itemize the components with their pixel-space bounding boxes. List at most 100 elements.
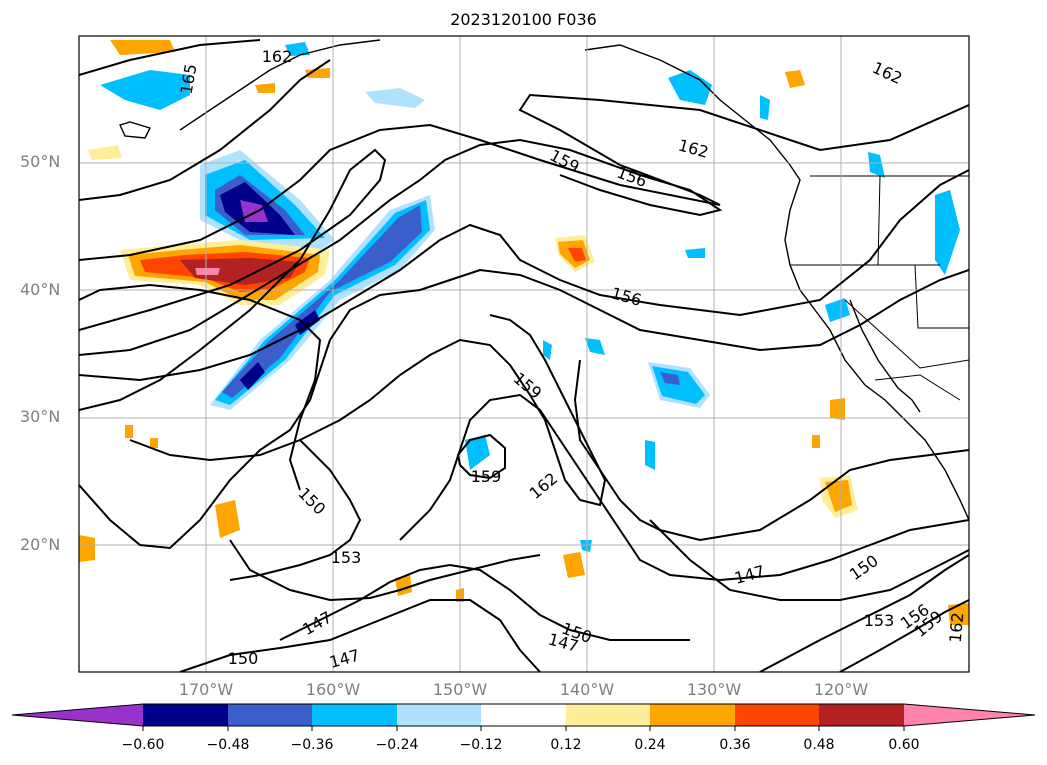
height-contours (79, 39, 969, 672)
colorbar-tick-label: −0.12 (459, 737, 503, 753)
colorbar-segment (312, 704, 397, 726)
border-state-3 (914, 264, 969, 329)
coastline-alaska (179, 39, 381, 131)
contour-line (399, 393, 969, 582)
shade-navy (240, 362, 265, 390)
shade-orange (563, 552, 585, 578)
colorbar-segment (650, 704, 735, 726)
shade-orangered (568, 248, 586, 262)
shade-deepsky (668, 70, 712, 105)
contour-line (79, 169, 969, 382)
shade-deepsky (543, 340, 552, 360)
colorbar-tick-label: −0.36 (290, 737, 334, 753)
shade-orange (215, 500, 240, 538)
colorbar-segment (735, 704, 819, 726)
lon-label-130w: 130°W (686, 680, 742, 699)
colorbar-tick-label: 0.60 (888, 737, 920, 753)
colorbar-outline (11, 703, 1036, 727)
map-title: 2023120100 F036 (450, 10, 597, 29)
shade-orange (255, 83, 275, 93)
contour-label: 159 (471, 467, 502, 486)
lat-label-50n: 50°N (20, 152, 61, 171)
shade-orange (830, 398, 845, 420)
contour-line (79, 93, 969, 261)
contour-line (229, 539, 541, 602)
colorbar-tick-label: 0.12 (550, 737, 582, 753)
lat-label-20n: 20°N (20, 535, 61, 554)
contour-line (456, 433, 506, 480)
shade-deepsky (935, 190, 960, 275)
shade-orange (812, 435, 820, 448)
shade-orange (825, 480, 852, 512)
shade-lightblue (365, 88, 425, 108)
coastline-alaska-islands (119, 121, 151, 139)
contour-line (79, 268, 969, 550)
shade-orange (785, 70, 805, 88)
shade-deepsky (685, 248, 705, 258)
lat-lon-grid (79, 36, 969, 672)
shade-lightyellow (88, 145, 122, 160)
shade-deepsky (585, 338, 605, 355)
shade-orange (110, 40, 175, 55)
contour-line (79, 59, 331, 201)
shade-orange (79, 535, 95, 562)
positive-shading (79, 40, 969, 625)
negative-shading (100, 42, 960, 552)
shade-deepsky (580, 540, 592, 552)
contour-line (79, 283, 322, 491)
map-background (79, 36, 969, 672)
contour-line (79, 138, 723, 356)
shade-deepsky (465, 435, 490, 470)
contour-line (179, 599, 541, 672)
contour-line (839, 599, 969, 672)
contour-line (79, 148, 387, 411)
shade-deepsky (825, 298, 850, 322)
lon-label-120w: 120°W (813, 680, 869, 699)
map-panel: 162 165 162 159 156 156 159 159 162 150 … (78, 35, 970, 673)
contour-line (229, 439, 362, 581)
colorbar-segment (397, 704, 481, 726)
border-state-4 (844, 299, 969, 369)
colorbar-extend-low (12, 704, 143, 726)
colorbar-segments (12, 704, 1035, 726)
shade-deepsky (285, 42, 310, 56)
colorbar-segment (143, 704, 228, 726)
shade-orange (150, 438, 158, 448)
colorbar-segment (566, 704, 650, 726)
colorbar-tick-label: 0.36 (719, 737, 751, 753)
lon-label-140w: 140°W (559, 680, 615, 699)
colorbar-segment (481, 704, 566, 726)
lat-label-30n: 30°N (20, 407, 61, 426)
colorbar-tick-marks (142, 726, 905, 731)
shade-deepsky (868, 152, 885, 178)
contour-line (279, 563, 690, 641)
shade-orange (305, 68, 330, 78)
contour-line (759, 554, 969, 672)
shade-royal (660, 372, 680, 385)
lon-label-160w: 160°W (305, 680, 361, 699)
colorbar-tick-label: 0.24 (634, 737, 666, 753)
contour-label: 150 (228, 649, 259, 668)
shade-royal (222, 205, 422, 398)
colorbar-segment (819, 704, 904, 726)
colorbar-tick-label: −0.60 (121, 737, 165, 753)
colorbar-tick-label: 0.48 (803, 737, 835, 753)
shade-pink (195, 268, 220, 275)
colorbar-tick-label: −0.24 (375, 737, 419, 753)
contour-label: 162 (946, 611, 968, 643)
contour-line (79, 39, 261, 76)
contour-line (649, 519, 969, 601)
shade-deepsky (760, 95, 770, 120)
shade-deepsky (645, 440, 655, 470)
colorbar-extend-high (904, 704, 1035, 726)
contour-label: 153 (331, 548, 362, 567)
colorbar-segment (228, 704, 312, 726)
contour-label: 153 (864, 611, 895, 630)
lon-label-170w: 170°W (178, 680, 234, 699)
colorbar-tick-label: −0.48 (206, 737, 250, 753)
contour-label: 162 (262, 47, 293, 66)
contour-line (573, 359, 969, 542)
shade-deepsky (100, 70, 190, 110)
lat-label-40n: 40°N (20, 280, 61, 299)
lon-label-150w: 150°W (432, 680, 488, 699)
